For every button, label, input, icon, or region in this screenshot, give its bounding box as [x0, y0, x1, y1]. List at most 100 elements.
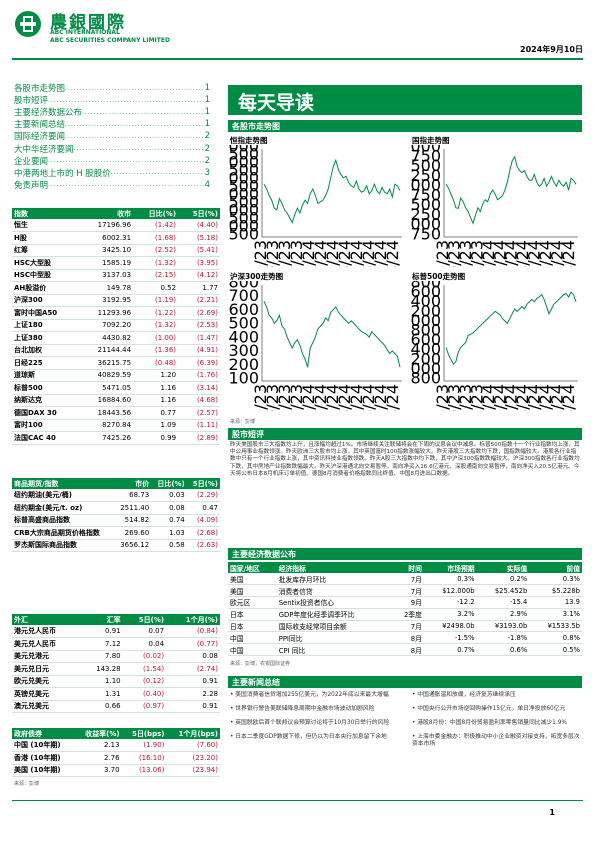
x-tick-label: 01/24 [299, 384, 318, 411]
x-tick-label: 11/23 [275, 384, 294, 411]
row-value: (2.53) [178, 319, 220, 332]
toc-item-page: 1 [204, 95, 210, 106]
row-value: (5.18) [178, 231, 220, 245]
fx-table: 外汇 汇率 5日(%) 1个月(%) 港元兑人民币 0.91 0.07 (0.84) 美元兑人… [12, 614, 220, 713]
row-value: 13.9 [529, 596, 582, 609]
y-tick-label: 4,400 [410, 340, 441, 359]
row-value: 3137.03 [79, 269, 134, 282]
table-row: 中国 (10年期) 2.13 (1.90) (7.60) [12, 739, 220, 752]
row-label: 富时100 [12, 419, 80, 432]
y-tick-label: 15,000 [228, 217, 259, 236]
table-header-cell: 5日(%) [186, 478, 220, 489]
x-tick-label: 04/24 [335, 240, 354, 267]
toc-item[interactable]: 股市短评....................................… [14, 94, 210, 106]
table-header-cell: 收市 [79, 208, 134, 219]
x-tick-label: 05/24 [525, 384, 544, 411]
table-row: 欧元区 Sentix投资者信心 9月 -12.2 -15.4 13.9 [228, 596, 582, 609]
row-label: 消费者信贷 [276, 584, 393, 598]
toc-leader-dots: ........................................… [65, 120, 205, 128]
toc-item-label: 免责声明 [14, 180, 49, 191]
table-row: 中国 PPI同比 8月 -1.5% -1.8% 0.8% [228, 631, 582, 645]
table-header-cell: 外汇 [12, 614, 81, 625]
toc-item[interactable]: 各股市走势图..................................… [14, 82, 210, 94]
row-value: (1.19) [133, 294, 179, 307]
row-value: 7月 [392, 620, 424, 633]
toc-item-label: 大中华经济要闻 [14, 144, 74, 155]
row-value: 0.47 [186, 501, 220, 515]
row-value: (7.60) [166, 739, 220, 752]
y-tick-label: 6,000 [410, 176, 441, 195]
table-header-cell: 5日(%) [122, 614, 167, 625]
x-tick-label: 06/24 [536, 384, 555, 411]
y-tick-label: 5,400 [410, 292, 441, 311]
table-row: 纽约期金(美元/t. oz) 2511.40 0.08 0.47 [12, 501, 220, 515]
row-value: (4.68) [178, 394, 220, 407]
row-value: ¥1533.5b [529, 620, 582, 633]
row-label: 欧元兑美元 [12, 675, 81, 688]
row-value: -15.4 [476, 596, 530, 609]
series-line [445, 155, 577, 225]
brand-name-cn: 農銀國際 [50, 13, 126, 33]
row-value: -1.5% [423, 631, 477, 645]
table-header-cell: 5日(bps) [121, 728, 167, 739]
x-tick-label: 01/24 [479, 384, 498, 411]
row-value: (23.94) [166, 764, 220, 777]
row-value: -12.2 [423, 596, 477, 609]
y-tick-label: 6,500 [410, 156, 441, 175]
row-label: H股 [12, 231, 80, 245]
row-value: 3.70 [74, 764, 122, 777]
x-tick-label: 02/24 [311, 240, 330, 267]
toc-leader-dots: ........................................… [65, 84, 205, 92]
row-value: (4.12) [178, 269, 220, 282]
table-row: 美元兑日元 143.28 (1.54) (2.74) [12, 662, 220, 676]
commodity-table: 商品期货/指数 市价 日比(%) 5日(%) 纽约期油(美元/桶) 68.73 0.03(… [12, 478, 220, 552]
csi300-chart: 3,8003,7003,6003,5003,4003,3003,2003,100… [228, 281, 402, 411]
x-tick-label: 08/24 [383, 240, 402, 267]
row-label: 中国 [228, 631, 277, 645]
y-tick-label: 19,500 [228, 145, 259, 164]
row-label: CRB大宗商品期货价格指数 [12, 526, 114, 540]
row-value: (4.91) [178, 344, 220, 357]
row-value: (2.89) [178, 431, 220, 445]
x-tick-label: 03/24 [323, 240, 342, 267]
row-value: 7425.26 [79, 431, 134, 445]
series-line [263, 158, 401, 224]
row-value: (0.02) [122, 650, 167, 663]
toc-item[interactable]: 大中华经济要闻.................................… [14, 142, 210, 155]
row-value: 4430.82 [79, 331, 134, 345]
table-row: 美元兑人民币 7.12 0.04 (0.77) [12, 637, 220, 651]
row-value: 3425.10 [79, 244, 134, 257]
table-row: 标普高盛商品指数 514.82 0.74 (4.09) [12, 514, 220, 527]
y-tick-label: 15,500 [228, 209, 259, 228]
row-value: ¥2498.0b [423, 620, 477, 633]
table-row: 沪深300 3192.95 (1.19) (2.21) [12, 294, 220, 307]
toc-item[interactable]: 国际经济要闻..................................… [14, 130, 210, 142]
x-tick-label: 02/24 [490, 240, 509, 267]
toc-item-page: 1 [204, 107, 210, 118]
table-header-cell: 日比(%) [151, 478, 187, 489]
y-tick-label: 20,000 [228, 145, 259, 156]
toc-item[interactable]: 主要新闻总结..................................… [14, 118, 210, 130]
toc-item[interactable]: 企业要闻....................................… [14, 155, 210, 167]
toc-item[interactable]: 免责声明....................................… [14, 179, 210, 191]
x-tick-label: 03/24 [323, 384, 342, 411]
toc-item[interactable]: 主要经济数据公布................................… [14, 106, 210, 118]
toc-leader-dots: ........................................… [65, 132, 205, 140]
commentary-heading: 股市短评 [228, 428, 582, 440]
row-label: 欧元区 [228, 596, 277, 609]
row-value: 0.03 [151, 489, 187, 502]
table-row: 上证380 4430.82 (1.00) (1.47) [12, 331, 220, 345]
toc-item[interactable]: 中港两地上市的 H 股股价...........................… [14, 167, 210, 179]
row-value: 1.16 [133, 394, 179, 407]
y-tick-label: 4,000 [410, 359, 441, 378]
row-label: 红筹 [12, 244, 80, 257]
table-row: 法国CAC 40 7425.26 0.99 (2.89) [12, 431, 220, 445]
table-row: AH股溢价 149.78 0.52 1.77 [12, 281, 220, 295]
table-row: H股 6002.31 (1.68) (5.18) [12, 231, 220, 245]
x-tick-label: 11/23 [275, 240, 294, 267]
table-row: 美国 (10年期) 3.70 (13.06) (23.94) [12, 764, 220, 777]
row-value: 1.09 [133, 419, 179, 432]
economic-source: 来源：彭博，农银国际证券 [230, 661, 291, 667]
row-label: 英镑兑美元 [12, 687, 81, 701]
row-value: 2季度 [392, 608, 424, 621]
